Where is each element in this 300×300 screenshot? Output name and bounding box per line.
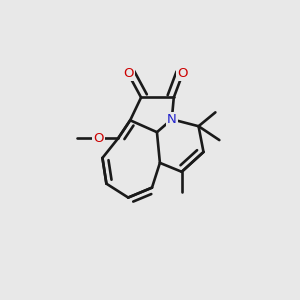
Text: N: N [167, 113, 177, 126]
Text: O: O [177, 67, 188, 80]
Text: O: O [123, 67, 134, 80]
Text: O: O [93, 132, 104, 145]
